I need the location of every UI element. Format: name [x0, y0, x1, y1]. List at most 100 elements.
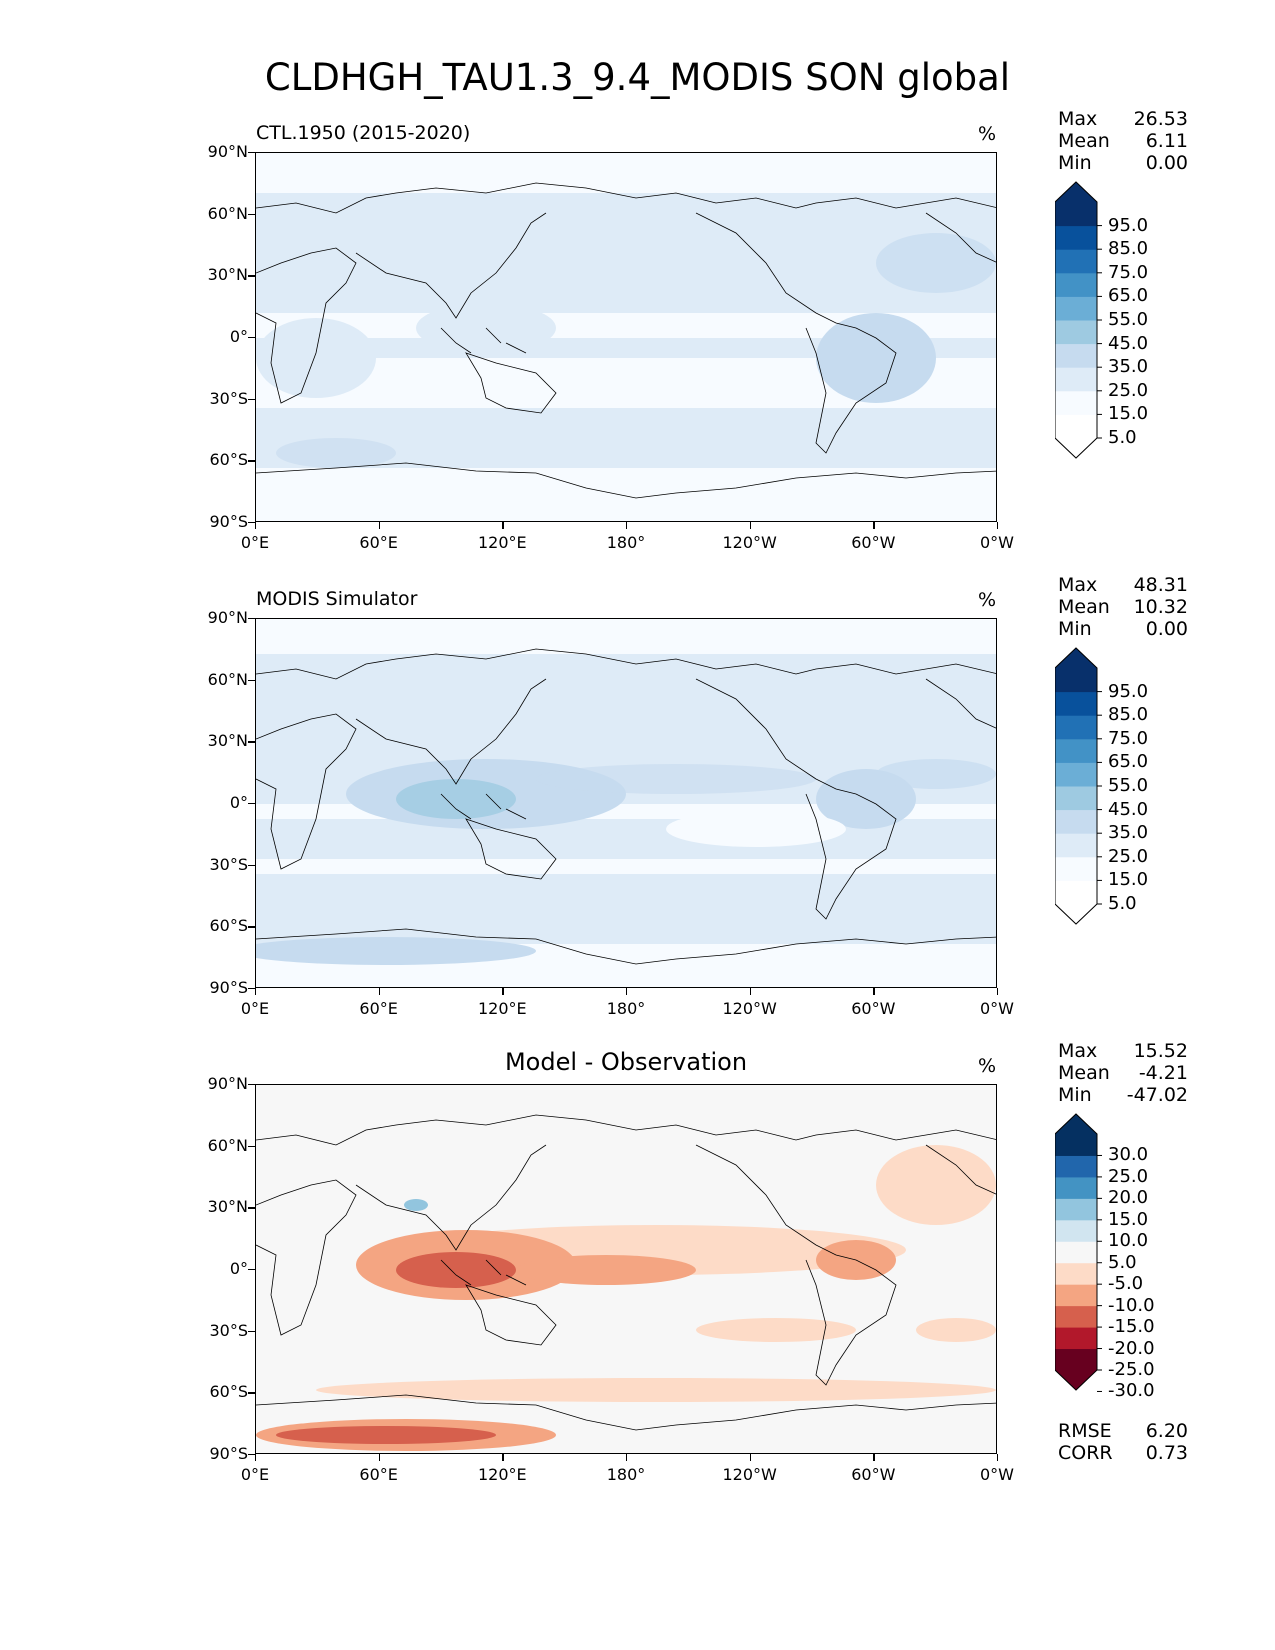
y-tick [248, 460, 255, 462]
colorbar-label: -10.0 [1108, 1294, 1155, 1316]
coastline [695, 1144, 897, 1386]
y-tick [248, 1330, 255, 1332]
y-tick-label: 0° [229, 327, 248, 346]
x-tick-label: 60°W [851, 1465, 896, 1484]
panel-title: CTL.1950 (2015-2020) [256, 122, 471, 144]
y-tick [248, 398, 255, 400]
x-tick [997, 522, 999, 529]
colorbar-label: 75.0 [1108, 261, 1149, 283]
x-tick-label: 180° [606, 1465, 646, 1484]
colorbar-label: 25.0 [1108, 1165, 1149, 1187]
y-tick-label: 60°N [207, 669, 248, 689]
coastline [355, 678, 547, 785]
x-tick [502, 1454, 504, 1461]
colorbar-segment [1055, 1198, 1097, 1221]
map-plot [255, 152, 997, 522]
stat-max-value: 15.52 [1133, 1040, 1188, 1062]
y-tick-label: 90°N [207, 608, 248, 627]
colorbar-segment [1055, 390, 1097, 415]
stat-max-label: Max [1058, 108, 1098, 130]
coastline [695, 212, 897, 454]
colorbar-label: 65.0 [1108, 751, 1149, 773]
coastline [256, 1394, 996, 1431]
y-tick [248, 803, 255, 805]
colorbar-segment [1055, 1327, 1097, 1350]
coastline [256, 1179, 357, 1336]
y-tick-label: 30°S [209, 388, 248, 408]
colorbar-extend-min [1055, 1370, 1097, 1390]
x-tick [502, 522, 504, 529]
x-tick [255, 1454, 257, 1461]
colorbar-extend-max [1055, 182, 1097, 202]
y-tick [248, 337, 255, 339]
coastline [256, 247, 357, 404]
colorbar-graphic [1055, 181, 1102, 459]
stat-max-value: 26.53 [1133, 108, 1188, 130]
coastline [925, 678, 996, 729]
colorbar-label: 35.0 [1108, 356, 1149, 378]
x-tick-label: 0°E [240, 1465, 270, 1484]
coastline [256, 462, 996, 499]
coastline [256, 182, 996, 214]
x-tick-label: 0°E [240, 999, 270, 1018]
colorbar-label: 20.0 [1108, 1187, 1149, 1209]
x-tick-label: 60°W [851, 533, 896, 552]
colorbar-label: 5.0 [1108, 893, 1137, 914]
coastline [256, 928, 996, 965]
stat-min-label: Min [1058, 152, 1092, 174]
panel-title: MODIS Simulator [256, 588, 418, 610]
colorbar-label: 10.0 [1108, 1230, 1149, 1252]
colorbar-segment [1055, 225, 1097, 250]
colorbar-label: 15.0 [1108, 869, 1149, 891]
y-tick-label: 90°N [207, 1074, 248, 1093]
colorbar-segment [1055, 320, 1097, 345]
rmse-label: RMSE [1058, 1420, 1112, 1442]
y-tick [248, 1392, 255, 1394]
coastline [256, 648, 996, 680]
y-tick-label: 90°S [209, 978, 248, 997]
stats-box: Max 26.53 Mean 6.11 Min 0.00 [1058, 108, 1188, 174]
x-tick [255, 522, 257, 529]
coastline [440, 793, 527, 820]
x-tick-label: 60°E [359, 1465, 398, 1484]
x-tick [997, 1454, 999, 1461]
colorbar-label: -25.0 [1108, 1359, 1155, 1380]
colorbar-graphic [1055, 1113, 1102, 1392]
y-tick [248, 679, 255, 681]
x-tick-label: 60°E [359, 533, 398, 552]
y-tick-label: 90°N [207, 142, 248, 161]
coastline [925, 212, 996, 263]
map-contours [256, 619, 996, 987]
y-tick-label: 30°S [209, 1320, 248, 1340]
colorbar-segment [1055, 833, 1097, 858]
x-tick [749, 1454, 751, 1461]
corr-label: CORR [1058, 1442, 1113, 1464]
colorbar-segment [1055, 1305, 1097, 1328]
y-tick [248, 1454, 255, 1456]
x-tick-label: 120°W [722, 999, 777, 1018]
x-tick [626, 522, 628, 529]
coastline [440, 327, 527, 354]
y-tick-label: 60°S [209, 916, 248, 936]
figure-title: CLDHGH_TAU1.3_9.4_MODIS SON global [264, 56, 1011, 99]
coastline [465, 352, 557, 414]
stat-min-value: 0.00 [1145, 618, 1188, 640]
x-tick [626, 988, 628, 995]
y-tick [248, 522, 255, 524]
y-tick-label: 90°S [209, 512, 248, 531]
x-tick-label: 180° [606, 533, 646, 552]
x-tick-label: 60°W [851, 999, 896, 1018]
colorbar-label: 75.0 [1108, 727, 1149, 749]
stats-box: Max 48.31 Mean 10.32 Min 0.00 [1058, 574, 1188, 640]
colorbar-segment [1055, 343, 1097, 368]
stat-max-value: 48.31 [1133, 574, 1188, 596]
stat-max-label: Max [1058, 574, 1098, 596]
y-tick [248, 275, 255, 277]
stat-mean-label: Mean [1058, 130, 1110, 152]
x-tick-label: 120°W [722, 533, 777, 552]
metrics-box: RMSE 6.20 CORR 0.73 [1058, 1420, 1188, 1464]
colorbar-segment [1055, 1284, 1097, 1307]
colorbar-label: 15.0 [1108, 1208, 1149, 1230]
colorbar-segment [1055, 272, 1097, 297]
colorbar-label: -15.0 [1108, 1316, 1155, 1338]
